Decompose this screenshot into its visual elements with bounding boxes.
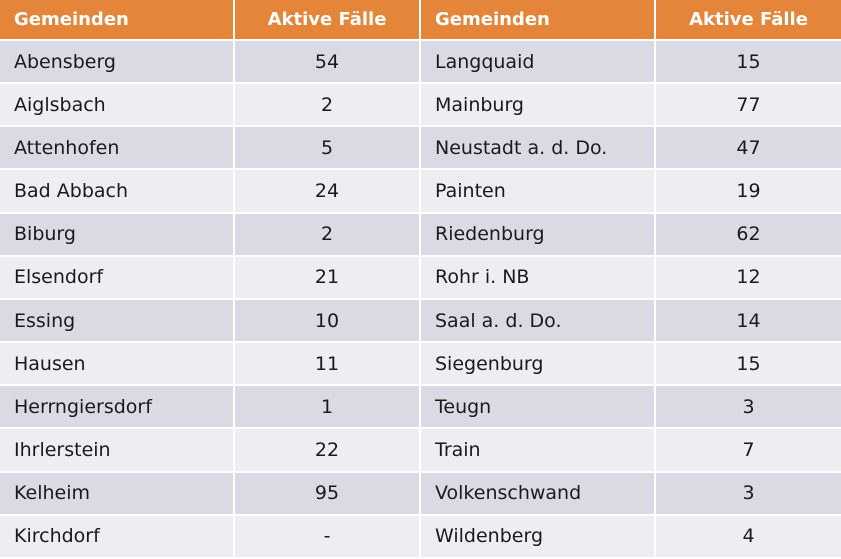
- municipality-name-cell: Ihrlerstein: [0, 429, 235, 473]
- municipality-name-cell: Attenhofen: [0, 127, 235, 171]
- municipality-name-cell: Elsendorf: [0, 256, 235, 300]
- municipality-name-cell: Bad Abbach: [0, 170, 235, 214]
- active-cases-cell: 1: [235, 386, 421, 430]
- active-cases-cell: 77: [656, 84, 841, 128]
- table-row: Bad Abbach 24 Painten 19: [0, 170, 841, 214]
- municipality-name-cell: Neustadt a. d. Do.: [421, 127, 656, 171]
- municipality-name-cell: Siegenburg: [421, 343, 656, 387]
- active-cases-cell: 19: [656, 170, 841, 214]
- active-cases-cell: 5: [235, 127, 421, 171]
- municipality-name-cell: Biburg: [0, 213, 235, 257]
- table-row: Kirchdorf - Wildenberg 4: [0, 515, 841, 559]
- municipality-name-cell: Mainburg: [421, 84, 656, 128]
- table-row: Essing 10 Saal a. d. Do. 14: [0, 299, 841, 344]
- active-cases-cell: 24: [235, 170, 421, 214]
- municipality-name-cell: Hausen: [0, 343, 235, 387]
- table-row: Ihrlerstein 22 Train 7: [0, 429, 841, 473]
- active-cases-cell: 15: [656, 41, 841, 85]
- active-cases-cell: 3: [656, 472, 841, 516]
- municipality-name-cell: Kirchdorf: [0, 515, 235, 559]
- municipality-name-cell: Langquaid: [421, 41, 656, 85]
- active-cases-cell: 12: [656, 256, 841, 300]
- municipality-name-cell: Essing: [0, 299, 235, 344]
- table-row: Attenhofen 5 Neustadt a. d. Do. 47: [0, 127, 841, 171]
- header-aktive-faelle-right: Aktive Fälle: [656, 0, 841, 41]
- municipality-name-cell: Abensberg: [0, 41, 235, 85]
- table-row: Aiglsbach 2 Mainburg 77: [0, 84, 841, 128]
- municipality-name-cell: Train: [421, 429, 656, 473]
- active-cases-cell: 11: [235, 343, 421, 387]
- active-cases-cell: 4: [656, 515, 841, 559]
- table-row: Elsendorf 21 Rohr i. NB 12: [0, 256, 841, 300]
- active-cases-cell: 2: [235, 84, 421, 128]
- active-cases-cell: 95: [235, 472, 421, 516]
- municipality-name-cell: Riedenburg: [421, 213, 656, 257]
- active-cases-cell: -: [235, 515, 421, 559]
- table-body: Abensberg 54 Langquaid 15 Aiglsbach 2 Mainburg…: [0, 41, 841, 559]
- table-row: Hausen 11 Siegenburg 15: [0, 343, 841, 387]
- table-header-row: Gemeinden Aktive Fälle Gemeinden Aktive …: [0, 0, 841, 41]
- active-cases-cell: 54: [235, 41, 421, 85]
- municipality-name-cell: Kelheim: [0, 472, 235, 516]
- active-cases-cell: 15: [656, 343, 841, 387]
- municipality-name-cell: Painten: [421, 170, 656, 214]
- municipality-name-cell: Rohr i. NB: [421, 256, 656, 300]
- municipality-name-cell: Saal a. d. Do.: [421, 299, 656, 344]
- active-cases-cell: 7: [656, 429, 841, 473]
- active-cases-cell: 3: [656, 386, 841, 430]
- active-cases-cell: 2: [235, 213, 421, 257]
- municipality-name-cell: Volkenschwand: [421, 472, 656, 516]
- table-row: Herrngiersdorf 1 Teugn 3: [0, 386, 841, 430]
- municipality-name-cell: Herrngiersdorf: [0, 386, 235, 430]
- table-row: Biburg 2 Riedenburg 62: [0, 213, 841, 257]
- municipality-name-cell: Wildenberg: [421, 515, 656, 559]
- header-gemeinden-right: Gemeinden: [421, 0, 656, 41]
- header-aktive-faelle-left: Aktive Fälle: [235, 0, 421, 41]
- active-cases-cell: 62: [656, 213, 841, 257]
- active-cases-cell: 21: [235, 256, 421, 300]
- active-cases-cell: 47: [656, 127, 841, 171]
- active-cases-cell: 22: [235, 429, 421, 473]
- table-row: Kelheim 95 Volkenschwand 3: [0, 472, 841, 516]
- active-cases-cell: 10: [235, 299, 421, 344]
- municipality-name-cell: Aiglsbach: [0, 84, 235, 128]
- active-cases-cell: 14: [656, 299, 841, 344]
- header-gemeinden-left: Gemeinden: [0, 0, 235, 41]
- table-row: Abensberg 54 Langquaid 15: [0, 41, 841, 85]
- municipality-name-cell: Teugn: [421, 386, 656, 430]
